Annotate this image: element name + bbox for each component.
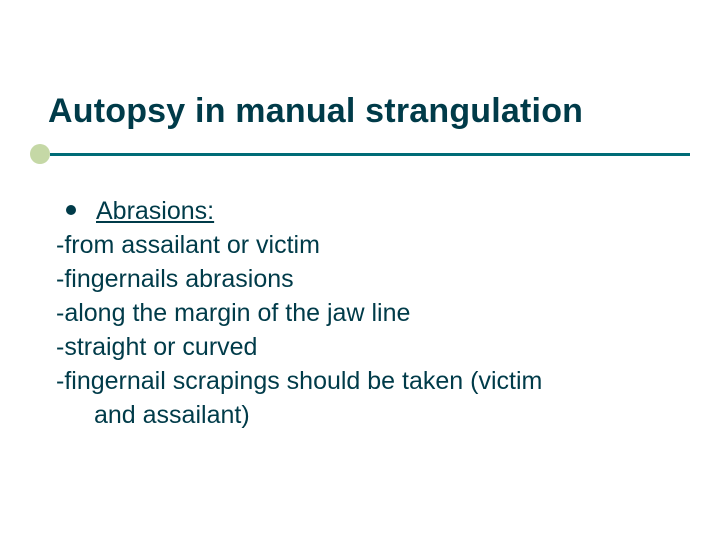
body-line: -along the margin of the jaw line (56, 297, 656, 329)
bullet-heading: Abrasions: (96, 197, 214, 225)
slide: Autopsy in manual strangulation Abrasion… (0, 0, 720, 540)
body-text: Abrasions: -from assailant or victim -fi… (56, 195, 656, 433)
bullet-dot-icon (66, 205, 76, 215)
body-line: -straight or curved (56, 331, 656, 363)
body-line-continuation: and assailant) (56, 399, 656, 431)
title-rule (0, 140, 720, 168)
body-line: -from assailant or victim (56, 229, 656, 261)
body-line: -fingernail scrapings should be taken (v… (56, 365, 656, 397)
slide-title: Autopsy in manual strangulation (48, 92, 583, 131)
body-line: -fingernails abrasions (56, 263, 656, 295)
accent-circle-icon (30, 144, 50, 164)
title-area: Autopsy in manual strangulation (48, 92, 583, 131)
rule-line (50, 153, 690, 156)
bullet-item: Abrasions: (56, 195, 656, 227)
